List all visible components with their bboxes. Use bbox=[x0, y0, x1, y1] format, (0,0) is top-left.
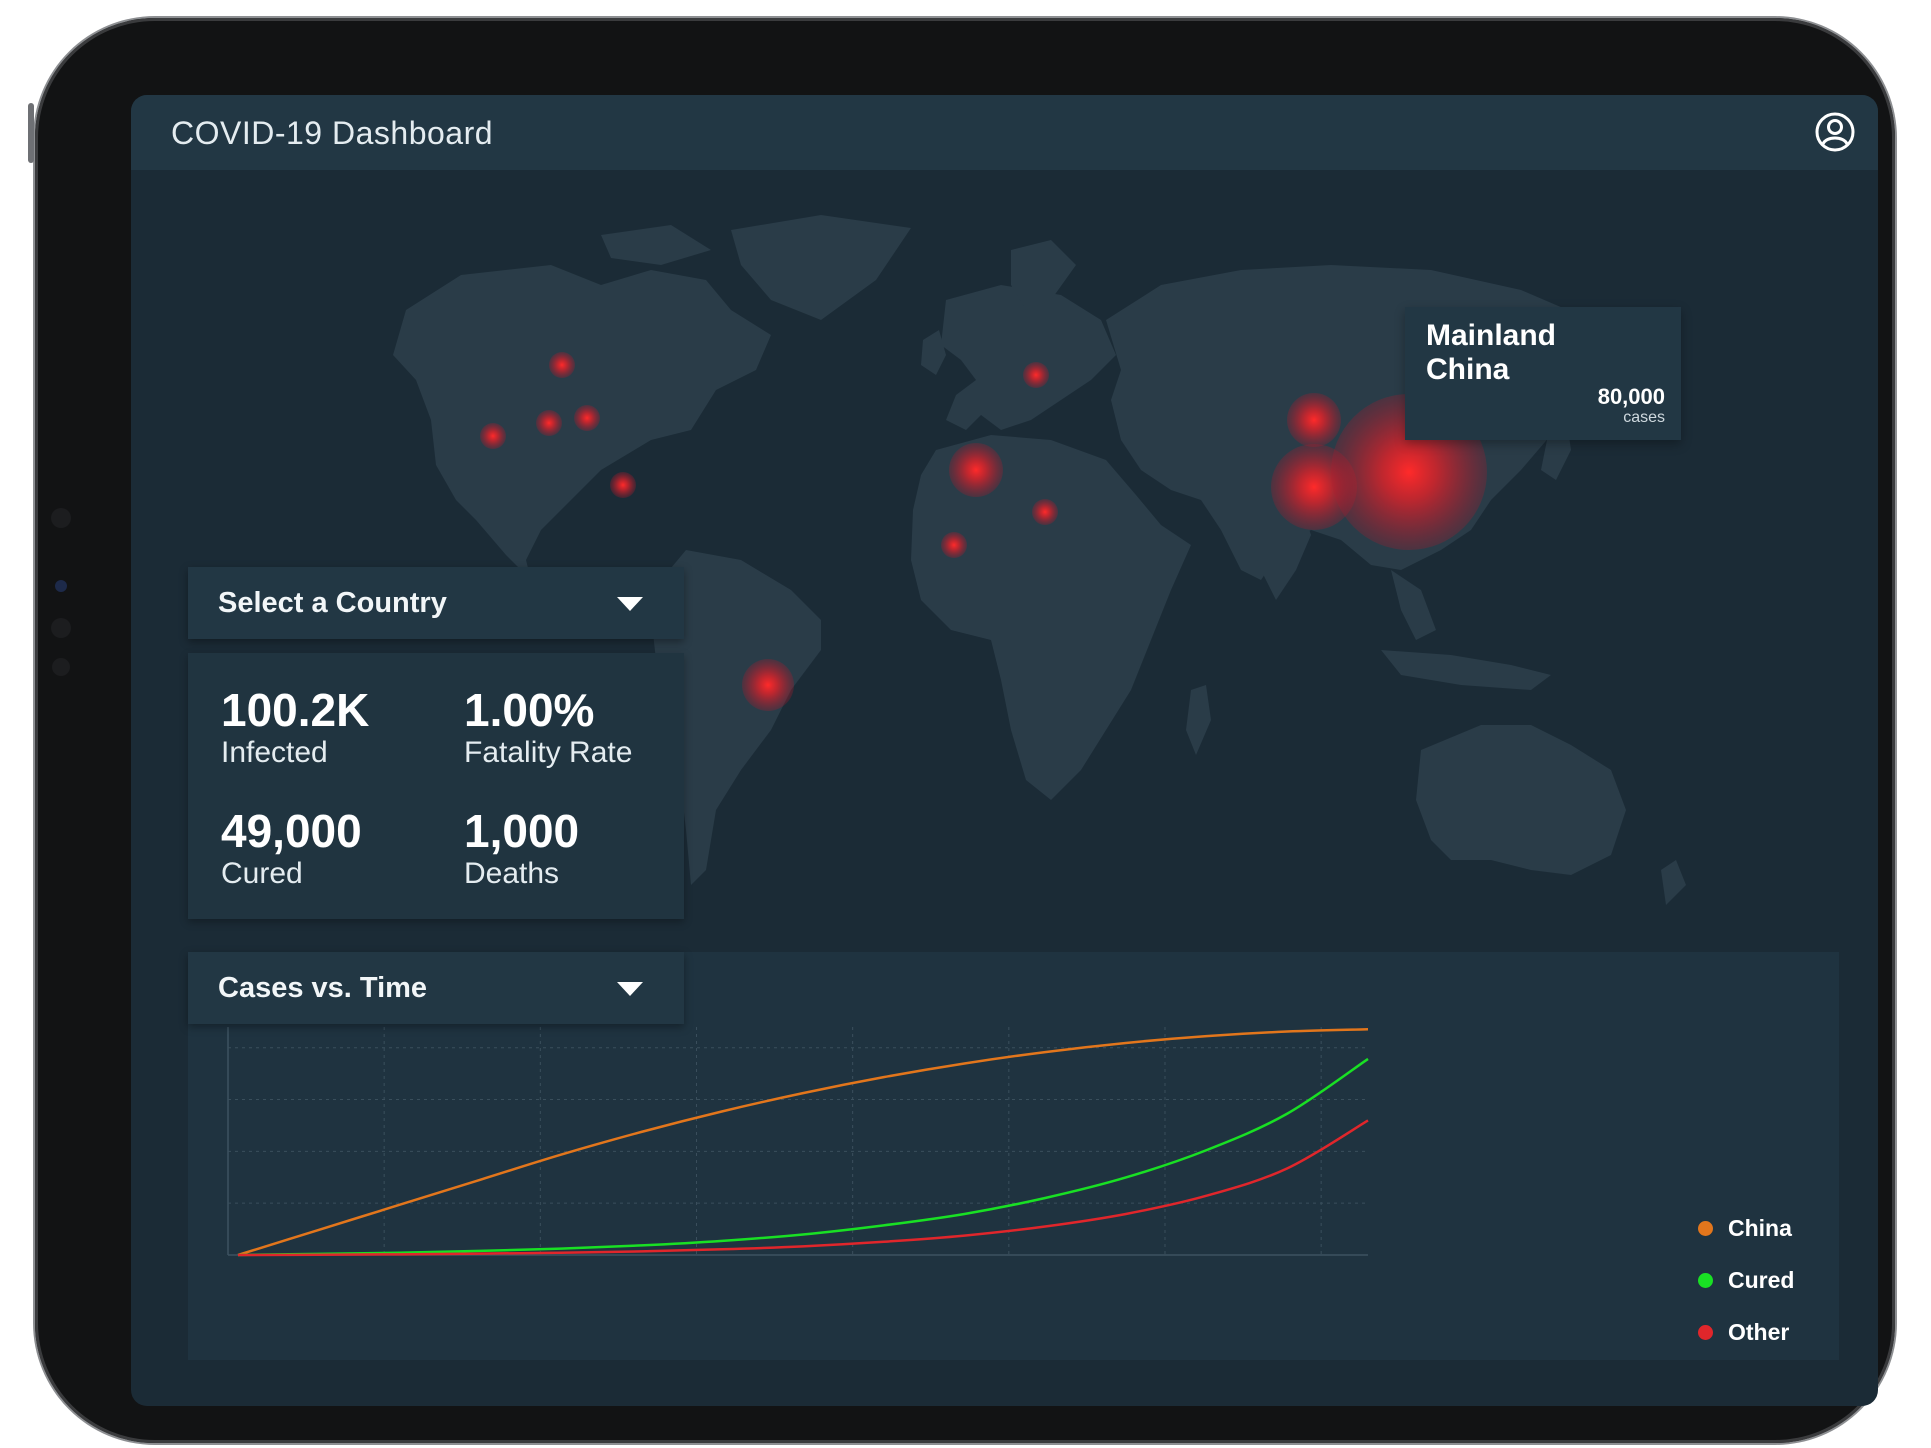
hotspot-marker bbox=[610, 472, 636, 498]
uk bbox=[921, 330, 946, 375]
scandinavia bbox=[1011, 240, 1076, 310]
hotspot-marker bbox=[574, 405, 600, 431]
stat-label: Fatality Rate bbox=[464, 736, 633, 769]
stat-label: Deaths bbox=[464, 857, 560, 890]
user-circle-icon[interactable] bbox=[1814, 111, 1856, 153]
hotspot-marker bbox=[1032, 499, 1058, 525]
hotspot-marker bbox=[742, 659, 794, 711]
arctic-islands bbox=[601, 225, 711, 265]
country-tooltip: Mainland China 80,000 cases bbox=[1405, 307, 1681, 440]
hotspot-marker bbox=[941, 532, 967, 558]
europe bbox=[941, 285, 1116, 430]
legend-item-china[interactable]: China bbox=[1698, 1202, 1794, 1254]
legend-swatch bbox=[1698, 1220, 1713, 1236]
sensor-dot bbox=[51, 618, 71, 638]
new-zealand bbox=[1661, 860, 1686, 905]
indonesia bbox=[1381, 650, 1551, 690]
series-line-other bbox=[237, 1119, 1369, 1257]
series-line-china bbox=[237, 1028, 1369, 1257]
greenland bbox=[731, 215, 911, 320]
south-america bbox=[651, 550, 821, 885]
caret-down-icon bbox=[617, 597, 643, 611]
legend-swatch bbox=[1698, 1272, 1713, 1288]
stats-panel: 100.2K Infected 1.00% Fatality Rate 49,0… bbox=[188, 653, 684, 919]
hotspot-marker bbox=[949, 443, 1003, 497]
stat-value: 1,000 bbox=[464, 805, 580, 857]
app-screen: COVID-19 Dashboard Mainland China 80,000… bbox=[131, 95, 1878, 1406]
tablet-frame: COVID-19 Dashboard Mainland China 80,000… bbox=[28, 18, 1895, 1443]
hotspot-marker bbox=[1023, 362, 1049, 388]
hotspot-marker bbox=[536, 410, 562, 436]
hotspot-marker bbox=[480, 423, 506, 449]
legend-swatch bbox=[1698, 1324, 1713, 1340]
chart-legend: China Cured Other bbox=[1698, 1202, 1794, 1358]
tooltip-value: 80,000 bbox=[1597, 384, 1665, 409]
australia bbox=[1416, 725, 1626, 875]
chart-panel: China Cured Other bbox=[188, 952, 1839, 1360]
stat-label: Cured bbox=[221, 857, 303, 890]
hotspot-marker bbox=[1287, 393, 1341, 447]
southeast-asia bbox=[1391, 570, 1436, 640]
caret-down-icon bbox=[617, 982, 643, 996]
africa bbox=[911, 435, 1191, 800]
country-select[interactable]: Select a Country bbox=[188, 567, 684, 639]
cases-line-chart bbox=[227, 1027, 1369, 1257]
stat-infected: 100.2K Infected bbox=[221, 685, 369, 771]
legend-item-other[interactable]: Other bbox=[1698, 1306, 1794, 1358]
chart-type-select-label: Cases vs. Time bbox=[218, 972, 428, 1004]
legend-label: Cured bbox=[1728, 1266, 1795, 1293]
chart-type-select[interactable]: Cases vs. Time bbox=[188, 952, 684, 1024]
sensor-dot bbox=[51, 508, 71, 528]
chart-grid bbox=[227, 1027, 1368, 1256]
page-title: COVID-19 Dashboard bbox=[171, 115, 494, 151]
stat-fatality-rate: 1.00% Fatality Rate bbox=[464, 685, 632, 771]
app-bar: COVID-19 Dashboard bbox=[131, 95, 1878, 170]
camera-icon bbox=[55, 580, 67, 592]
sensor-dot bbox=[52, 658, 70, 676]
tooltip-unit: cases bbox=[1623, 409, 1665, 426]
stat-deaths: 1,000 Deaths bbox=[464, 806, 579, 892]
madagascar bbox=[1186, 685, 1211, 755]
hotspot-marker bbox=[549, 352, 575, 378]
series-line-cured bbox=[237, 1057, 1369, 1257]
legend-label: China bbox=[1728, 1214, 1792, 1241]
stat-value: 100.2K bbox=[221, 684, 370, 736]
stat-cured: 49,000 Cured bbox=[221, 806, 362, 892]
legend-item-cured[interactable]: Cured bbox=[1698, 1254, 1794, 1306]
country-select-label: Select a Country bbox=[218, 587, 447, 619]
legend-label: Other bbox=[1728, 1318, 1790, 1345]
chart-series bbox=[237, 1028, 1369, 1257]
stat-value: 49,000 bbox=[221, 805, 362, 857]
side-button bbox=[28, 103, 34, 163]
stat-value: 1.00% bbox=[464, 684, 595, 736]
stat-label: Infected bbox=[221, 736, 328, 769]
tooltip-title: Mainland China bbox=[1426, 319, 1557, 386]
